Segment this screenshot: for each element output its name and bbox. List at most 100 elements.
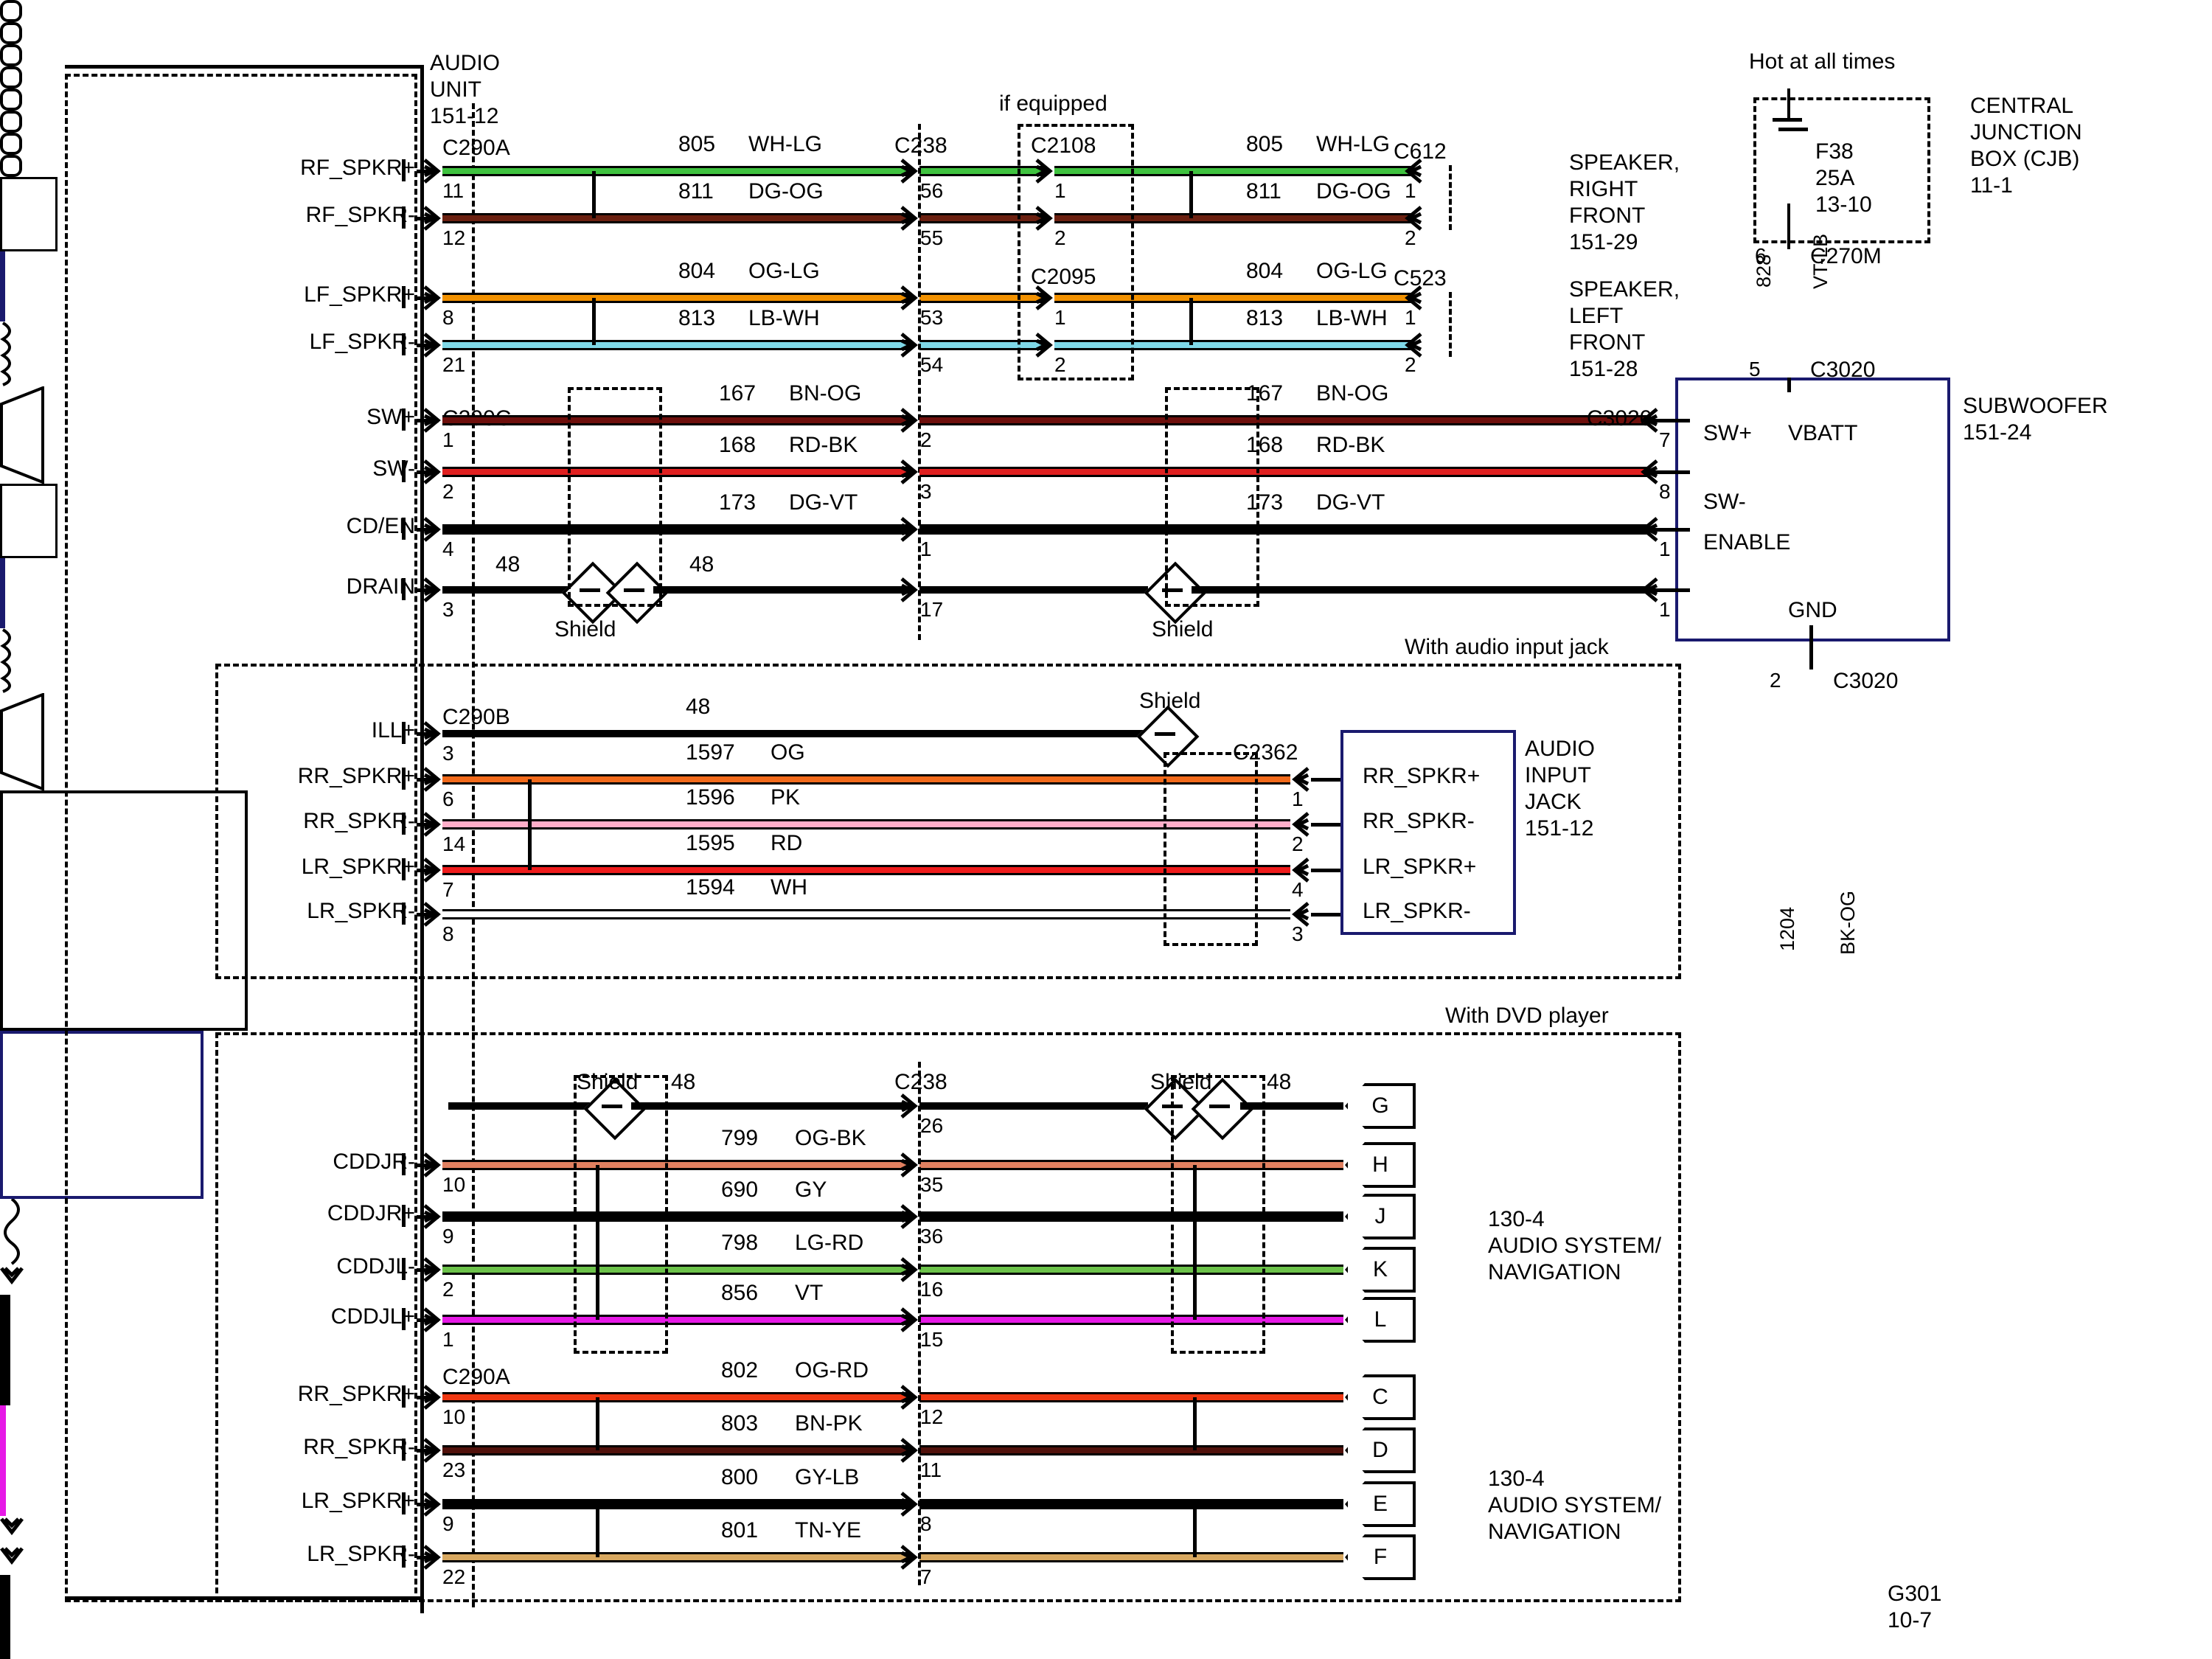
wire-segment xyxy=(402,286,406,308)
wire-segment xyxy=(1649,419,1690,422)
wire-number: 1595 xyxy=(686,831,735,855)
wire-segment xyxy=(1193,1504,1197,1557)
wire-seg2 xyxy=(919,467,1648,477)
mid-pin: 2 xyxy=(1054,353,1066,376)
speaker-rf-name2: RIGHT xyxy=(1569,177,1638,201)
wire-number: 804 xyxy=(678,259,716,283)
splice-loop xyxy=(0,88,22,111)
shield-label-1: Shield xyxy=(554,617,616,641)
connector-tag-k[interactable]: K xyxy=(1345,1247,1416,1293)
c3020-pin: 7 xyxy=(1659,428,1671,451)
wire-drain4 xyxy=(1192,586,1648,594)
wire-number: 798 xyxy=(721,1231,759,1255)
shield-label-3: Shield xyxy=(1139,689,1201,713)
wire-color: BN-OG xyxy=(789,381,862,406)
audio-jack-name3: JACK xyxy=(1525,790,1582,814)
c238-pin: 26 xyxy=(920,1114,944,1137)
wire-segment xyxy=(624,588,644,592)
pin-number: 3 xyxy=(442,598,454,621)
wire-aj xyxy=(442,909,1290,919)
audio-unit-code: 151-12 xyxy=(430,104,499,128)
mid-pin: 1 xyxy=(1054,306,1066,329)
wire-dvd-drain4 xyxy=(1240,1102,1343,1110)
c2362-pin: 4 xyxy=(1292,878,1304,901)
wire-number: 1596 xyxy=(686,785,735,810)
signal-label-lrspkr-aj: LR_SPKR+ xyxy=(301,855,415,879)
connector-c238-dvd xyxy=(900,1093,921,1119)
connector-tag-j[interactable]: J xyxy=(1345,1194,1416,1239)
connector-rfspkr-in xyxy=(423,159,444,184)
cjb-code: 11-1 xyxy=(1970,173,2013,198)
wire-segment xyxy=(417,344,439,347)
wire-number: 802 xyxy=(721,1358,759,1382)
connector-tag-g[interactable]: G xyxy=(1345,1083,1416,1129)
wire-drain3 xyxy=(919,586,1148,594)
connector-c3020 xyxy=(1638,408,1658,433)
wire-dvd-drain2 xyxy=(631,1102,911,1110)
signal-label-rfspkr: RF_SPKR+ xyxy=(300,156,415,180)
wire-segment xyxy=(1809,625,1813,669)
connector-tag-l[interactable]: L xyxy=(1345,1297,1416,1343)
with-audio-jack-note: With audio input jack xyxy=(1405,635,1609,659)
wire-segment xyxy=(402,333,406,355)
splice-loop xyxy=(0,133,22,155)
wire-seg xyxy=(442,467,911,477)
wire-color: OG-BK xyxy=(795,1126,866,1150)
wire-color: LB-WH xyxy=(748,306,820,330)
connector-tag-f[interactable]: F xyxy=(1345,1534,1416,1580)
ground-ref: 10-7 xyxy=(1888,1608,1933,1632)
wire-color: DG-VT xyxy=(789,490,858,515)
c238-pin: 2 xyxy=(920,428,932,451)
connector-tag-c[interactable]: C xyxy=(1345,1374,1416,1420)
wire-number: 800 xyxy=(721,1465,759,1489)
wire-segment xyxy=(1193,1165,1197,1320)
connector-dvd-in xyxy=(423,1257,444,1282)
splice-loop xyxy=(0,22,22,44)
wire-segment xyxy=(402,1205,406,1227)
c3020-top-pin: 5 xyxy=(1749,358,1761,380)
connector-c238-dvd xyxy=(900,1204,921,1229)
connector-tag-label: H xyxy=(1372,1152,1388,1177)
audio-unit-pin-column xyxy=(472,103,475,1607)
connector-tag-label: L xyxy=(1374,1307,1387,1332)
wire-number-2: 811 xyxy=(1246,179,1281,204)
connector-tag-h[interactable]: H xyxy=(1345,1142,1416,1188)
c238-pin: 3 xyxy=(920,480,932,503)
cjb-dashed xyxy=(1753,97,1930,243)
dvd-section-box xyxy=(215,1032,1681,1602)
shield-box-dvd-right xyxy=(1171,1075,1265,1354)
pin-number: 9 xyxy=(442,1512,454,1535)
connector-lfspkr-in xyxy=(423,285,444,310)
speaker-left-front-box xyxy=(0,484,58,558)
wire-ill xyxy=(442,730,1147,737)
wire-color-2: BN-OG xyxy=(1316,381,1389,406)
spk-pin: 1 xyxy=(1405,179,1416,202)
signal-label-drain: DRAIN xyxy=(346,574,415,599)
shield-box-right xyxy=(1165,387,1259,607)
wire-number: 168 xyxy=(719,433,757,457)
splice-loop xyxy=(0,44,22,66)
subwoofer-code: 151-24 xyxy=(1963,420,2032,445)
wire-segment xyxy=(65,65,422,69)
connector-c3020-top xyxy=(0,1516,24,1545)
wire-segment xyxy=(417,869,439,872)
wire-segment xyxy=(417,1449,439,1453)
connector-tag-e[interactable]: E xyxy=(1345,1481,1416,1527)
wire-segment xyxy=(1189,298,1193,345)
connector-spk xyxy=(1402,159,1422,184)
wire-segment xyxy=(1773,118,1802,122)
connector-c238 xyxy=(900,459,921,484)
connector-c270m xyxy=(0,1265,24,1295)
wire-segment xyxy=(417,1215,439,1219)
connector-tag-d[interactable]: D xyxy=(1345,1427,1416,1473)
wire-segment xyxy=(402,1385,406,1408)
pin-number: 9 xyxy=(442,1225,454,1248)
pin-number: 4 xyxy=(442,538,454,560)
connector-label-c290a: C290A xyxy=(442,136,510,160)
cjb-box-bottom xyxy=(0,1115,204,1199)
c238-pin: 17 xyxy=(920,598,944,621)
wire-segment xyxy=(402,206,406,229)
pin-number: 23 xyxy=(442,1458,466,1481)
wire-segment xyxy=(402,159,406,181)
pin-number: 11 xyxy=(442,179,465,202)
